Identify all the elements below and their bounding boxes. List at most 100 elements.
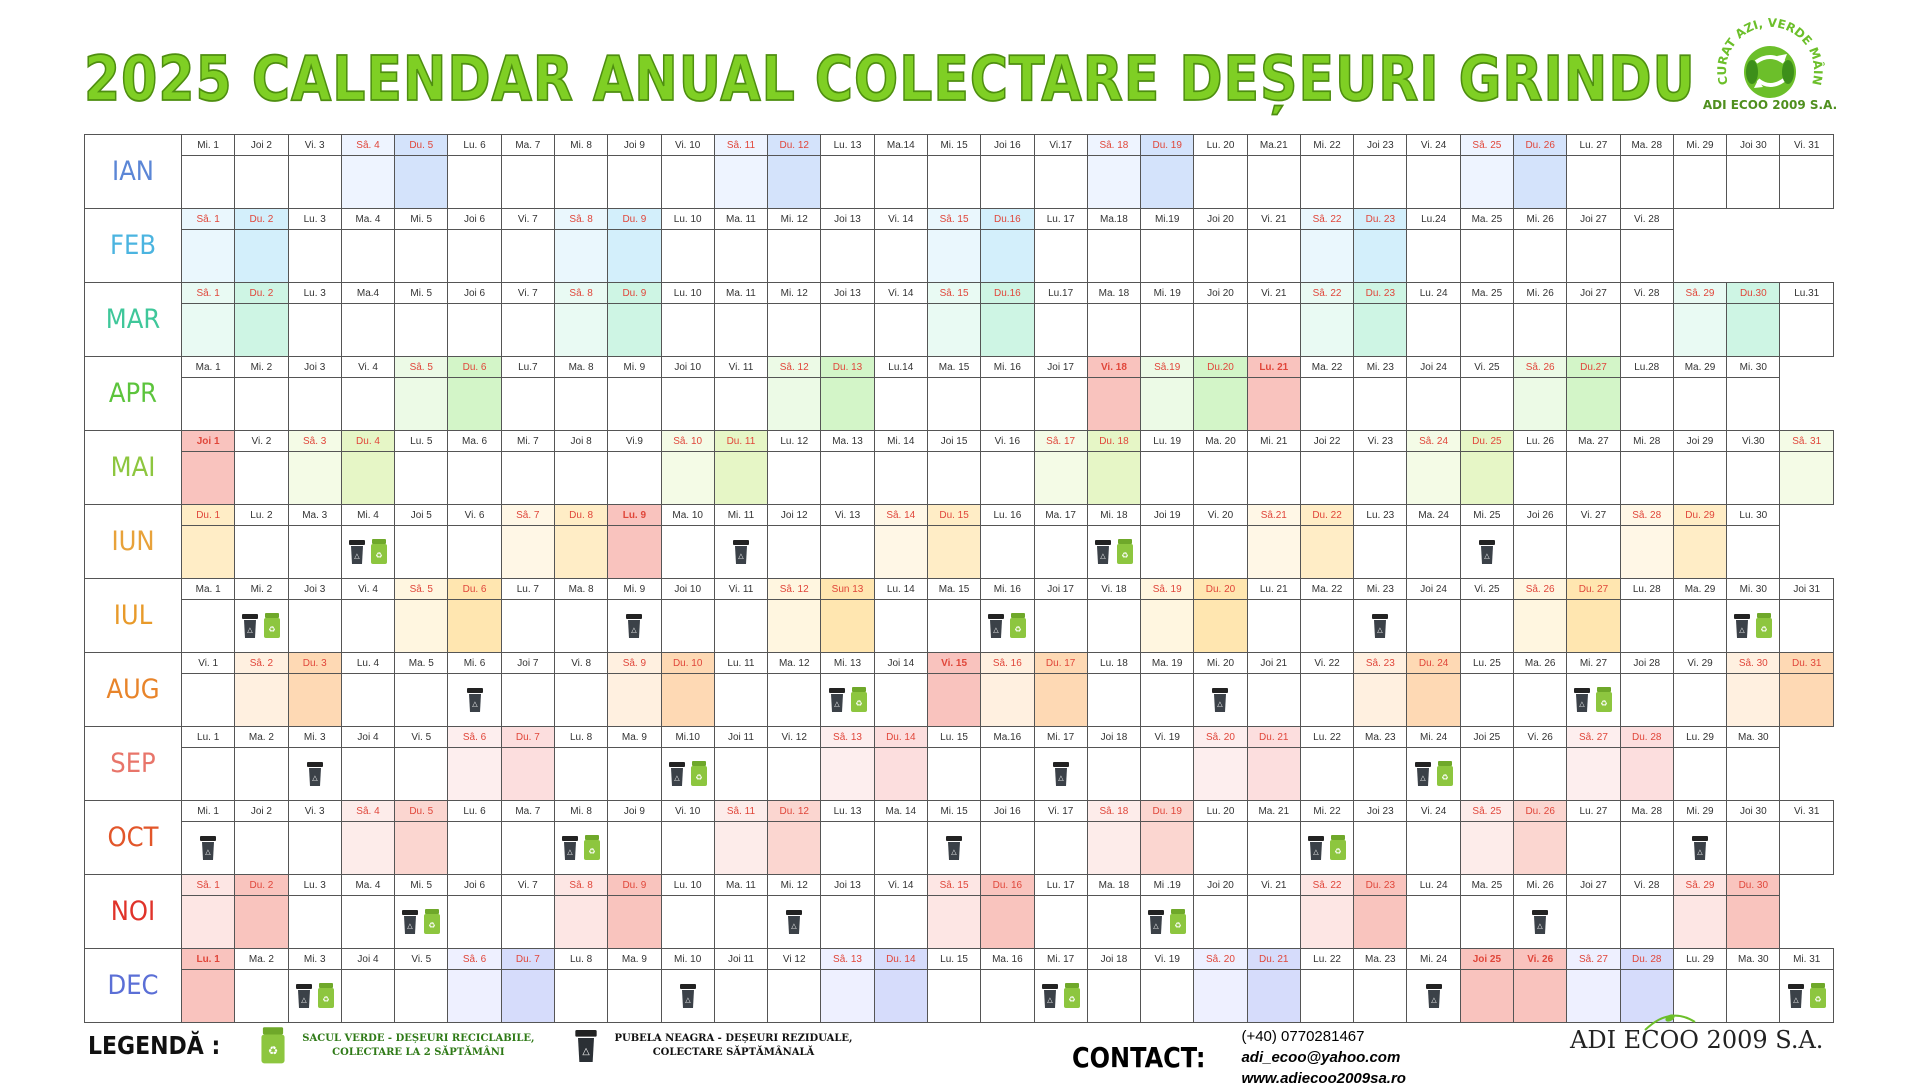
day-cell [1246,895,1301,949]
black-bin-icon: △ [679,984,696,1008]
day-cell [607,895,662,949]
day-cell [873,451,928,505]
day-cell: △ ♻ [820,673,875,727]
green-bag-icon: ♻ [424,909,441,934]
svg-text:△: △ [1100,553,1106,560]
day-label: Sâ. 28 [1619,504,1674,526]
day-cell [1513,673,1568,727]
day-label: Sâ. 4 [340,800,396,822]
day-cell [287,821,342,875]
day-label: Ma. 13 [820,430,875,452]
day-label: Lu. 27 [1566,134,1621,156]
day-label: Mi. 3 [287,948,342,970]
day-label: Vi. 3 [287,134,342,156]
day-label: Lu.24 [1406,208,1461,230]
day-label: Ma. 4 [340,874,396,896]
day-label: Joi 25 [1459,726,1515,748]
day-label: Lu. 15 [926,948,982,970]
day-cell [1513,747,1568,801]
day-label: Mi. 14 [873,430,928,452]
contact-email[interactable]: adi_ecoo@yahoo.com [1241,1049,1401,1066]
collection-icons: △ ♻ [1301,822,1353,874]
black-bin-icon: △ [348,540,365,564]
day-cell: △ ♻ [1779,969,1834,1023]
day-cell [1246,303,1301,357]
day-cell: △ ♻ [1140,895,1195,949]
month-label: OCT [84,800,182,875]
day-cell [1513,821,1568,875]
day-label: Vi. 28 [1619,282,1674,304]
day-label: Sâ. 29 [1672,282,1728,304]
day-cell [234,747,289,801]
day-cell [767,969,822,1023]
day-cell [1619,155,1674,209]
day-label: Sâ. 15 [926,874,982,896]
day-label: Du. 5 [394,800,449,822]
day-cell [1406,525,1461,579]
day-label: Du. 6 [447,578,502,600]
day-label: Joi 15 [926,430,982,452]
day-label: Vi. 23 [1353,430,1408,452]
day-cell [394,525,449,579]
svg-text:△: △ [1537,923,1543,930]
black-bin-icon: △ [575,1030,598,1062]
day-cell [340,747,396,801]
svg-text:△: △ [792,923,798,930]
day-cell [926,969,982,1023]
day-cell [447,229,502,283]
day-label: Joi 4 [340,948,396,970]
day-label: Lu. 8 [553,726,609,748]
day-cell [1779,303,1834,357]
day-cell [660,303,715,357]
day-cell [713,451,769,505]
day-cell [1086,229,1142,283]
day-cell [1299,895,1355,949]
day-cell [447,747,502,801]
day-label: Vi. 11 [713,356,769,378]
legend-green-line2: COLECTARE LA 2 SĂPTĂMÂNI [332,1047,505,1058]
day-cell [1086,895,1142,949]
day-cell [1406,673,1461,727]
day-label: Vi. 4 [340,356,396,378]
day-cell [1726,895,1781,949]
day-cell [713,969,769,1023]
svg-text:△: △ [1154,923,1160,930]
day-label: Mi. 15 [926,800,982,822]
day-label: Ma.14 [873,134,928,156]
contact-website[interactable]: www.adiecoo2009sa.ro [1241,1070,1406,1087]
day-cell [287,895,342,949]
day-label: Lu. 8 [553,948,609,970]
day-cell [1299,155,1355,209]
day-cell: △ ♻ [234,599,289,653]
svg-text:△: △ [1793,997,1799,1004]
day-cell [1406,155,1461,209]
day-cell [1672,747,1728,801]
day-cell [980,747,1035,801]
day-cell [926,451,982,505]
day-cell [1672,895,1728,949]
day-label: Du. 6 [447,356,502,378]
day-label: Vi. 18 [1086,356,1142,378]
day-label: Du. 23 [1353,282,1408,304]
day-cell [980,673,1035,727]
svg-text:♻: ♻ [1814,995,1821,1004]
day-label: Sâ. 1 [180,282,236,304]
day-cell [1299,377,1355,431]
day-cell [287,155,342,209]
day-label: Vi.17 [1033,134,1088,156]
day-label: Ma. 17 [1033,504,1088,526]
day-label: Lu.28 [1619,356,1674,378]
day-label: Sâ. 20 [1193,948,1248,970]
day-label: Sâ. 3 [287,430,342,452]
svg-text:♻: ♻ [1441,773,1448,782]
day-label: Vi. 7 [500,282,555,304]
day-cell [553,747,609,801]
day-label: Joi 10 [660,356,715,378]
collection-icons: △ [715,526,767,578]
day-label: Ma. 28 [1619,800,1674,822]
day-label: Sâ. 8 [553,874,609,896]
day-cell: △ [1672,821,1728,875]
day-cell [607,303,662,357]
green-bag-icon: ♻ [584,835,601,860]
day-label: Sâ. 18 [1086,134,1142,156]
